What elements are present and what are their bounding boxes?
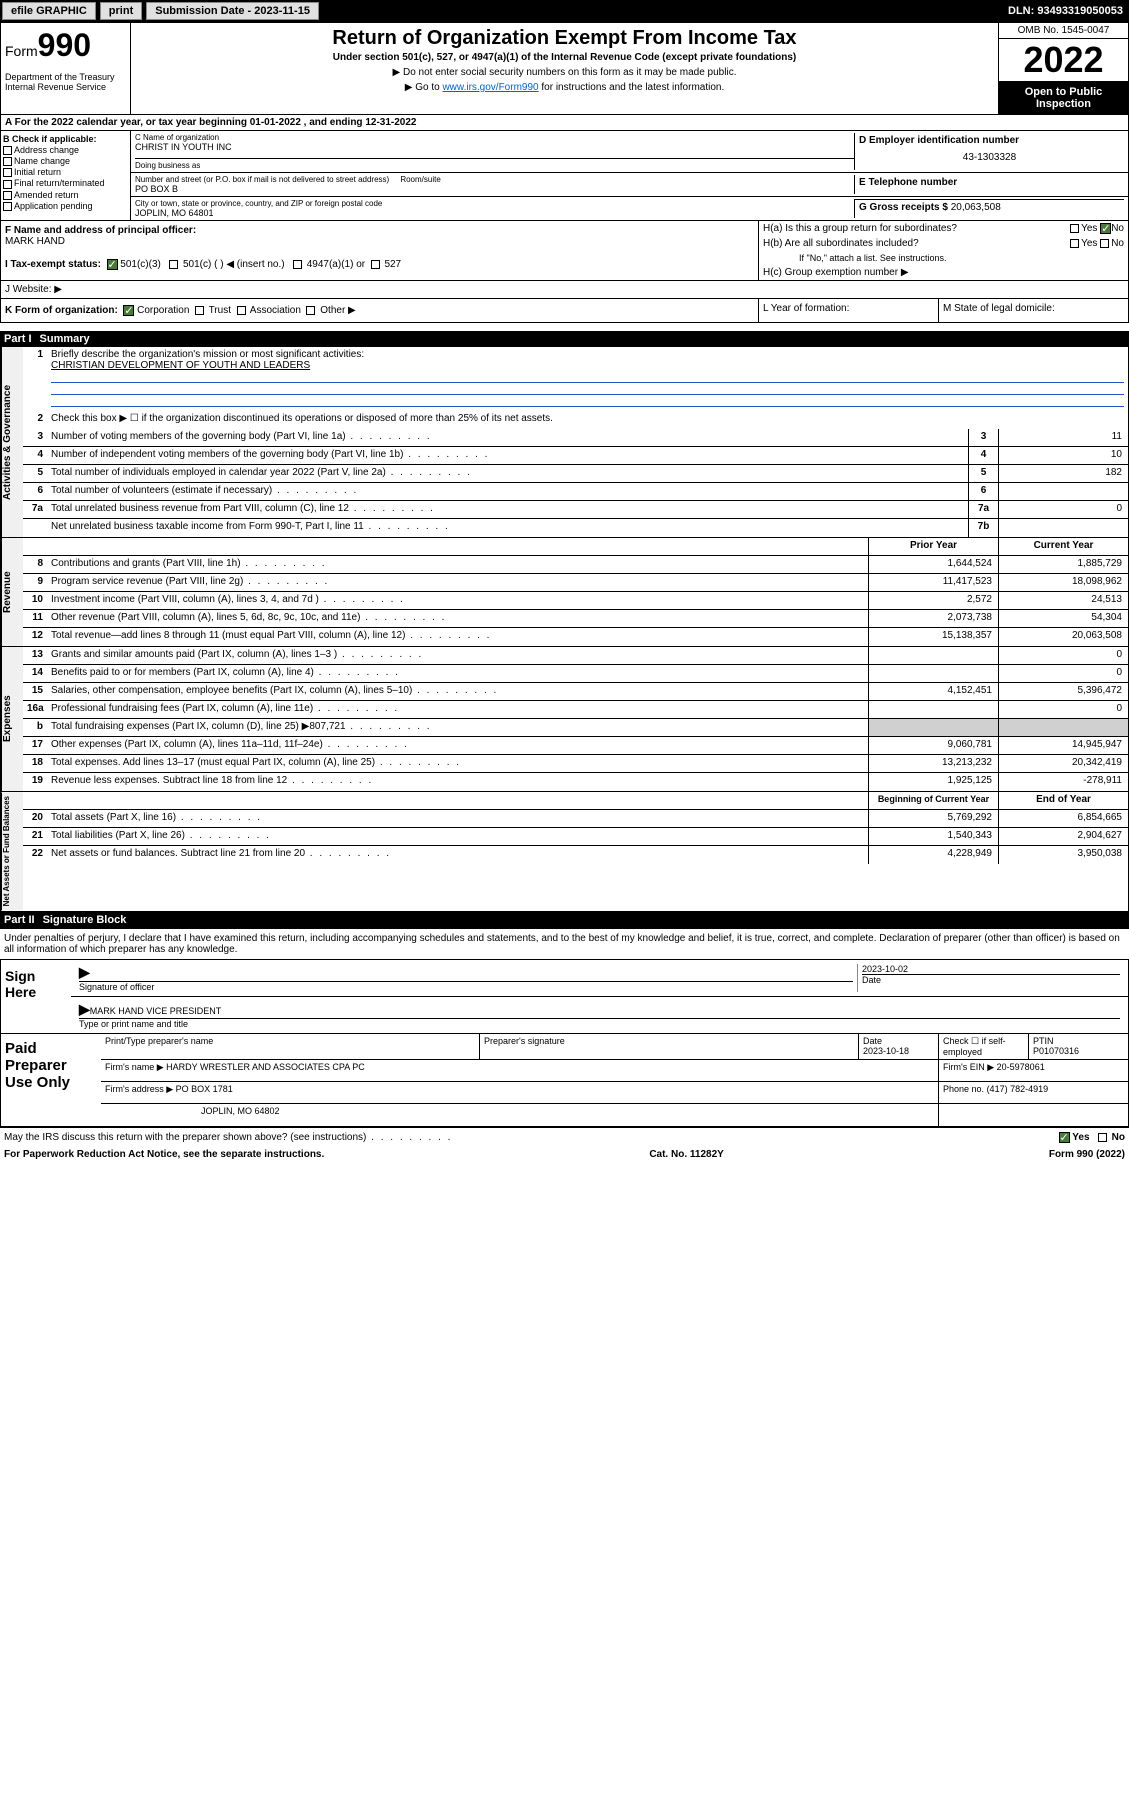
part2-header: Part IISignature Block	[0, 912, 1129, 928]
col-b-checkboxes: B Check if applicable: Address change Na…	[1, 131, 131, 220]
org-name: CHRIST IN YOUTH INC	[135, 142, 854, 152]
form-header: Form990 Department of the Treasury Inter…	[0, 22, 1129, 115]
signature-declaration: Under penalties of perjury, I declare th…	[0, 928, 1129, 959]
vtab-net-assets: Net Assets or Fund Balances	[1, 792, 23, 910]
row-k: K Form of organization: Corporation Trus…	[0, 299, 1129, 323]
table-row: 10Investment income (Part VIII, column (…	[23, 592, 1128, 610]
vtab-governance: Activities & Governance	[1, 347, 23, 537]
table-row: 14Benefits paid to or for members (Part …	[23, 665, 1128, 683]
part1-header: Part ISummary	[0, 331, 1129, 347]
table-row: 17Other expenses (Part IX, column (A), l…	[23, 737, 1128, 755]
table-row: 20Total assets (Part X, line 16)5,769,29…	[23, 810, 1128, 828]
header-right: OMB No. 1545-0047 2022 Open to Public In…	[998, 23, 1128, 114]
table-row: 19Revenue less expenses. Subtract line 1…	[23, 773, 1128, 791]
table-row: 11Other revenue (Part VIII, column (A), …	[23, 610, 1128, 628]
form-title: Return of Organization Exempt From Incom…	[135, 27, 994, 50]
check-corp-icon	[123, 305, 134, 316]
check-no-icon	[1100, 223, 1111, 234]
org-address: PO BOX B	[135, 184, 854, 194]
instructions-link-row: ▶ Go to www.irs.gov/Form990 for instruct…	[135, 82, 994, 93]
submission-date: Submission Date - 2023-11-15	[146, 2, 319, 20]
omb-number: OMB No. 1545-0047	[999, 23, 1128, 39]
table-row: 15Salaries, other compensation, employee…	[23, 683, 1128, 701]
top-bar: efile GRAPHIC print Submission Date - 20…	[0, 0, 1129, 22]
officer-name: MARK HAND VICE PRESIDENT	[90, 1006, 222, 1016]
row-j-website: J Website: ▶	[0, 281, 1129, 299]
efile-badge: efile GRAPHIC	[2, 2, 96, 20]
row-a-period: A For the 2022 calendar year, or tax yea…	[0, 115, 1129, 131]
table-row: 9Program service revenue (Part VIII, lin…	[23, 574, 1128, 592]
table-row: Net unrelated business taxable income fr…	[23, 519, 1128, 537]
dept-label: Department of the Treasury Internal Reve…	[5, 72, 126, 92]
paid-preparer-block: Paid Preparer Use Only Print/Type prepar…	[0, 1034, 1129, 1127]
table-row: 21Total liabilities (Part X, line 26)1,5…	[23, 828, 1128, 846]
col-c: C Name of organization CHRIST IN YOUTH I…	[131, 131, 1128, 220]
table-row: 3Number of voting members of the governi…	[23, 429, 1128, 447]
table-row: 22Net assets or fund balances. Subtract …	[23, 846, 1128, 864]
print-button[interactable]: print	[100, 2, 142, 20]
table-row: 13Grants and similar amounts paid (Part …	[23, 647, 1128, 665]
table-row: 18Total expenses. Add lines 13–17 (must …	[23, 755, 1128, 773]
table-row: 8Contributions and grants (Part VIII, li…	[23, 556, 1128, 574]
form-subtitle: Under section 501(c), 527, or 4947(a)(1)…	[135, 52, 994, 63]
form-title-block: Return of Organization Exempt From Incom…	[131, 23, 998, 114]
table-row: 12Total revenue—add lines 8 through 11 (…	[23, 628, 1128, 646]
tax-year: 2022	[999, 39, 1128, 82]
ssn-note: ▶ Do not enter social security numbers o…	[135, 67, 994, 78]
table-row: 5Total number of individuals employed in…	[23, 465, 1128, 483]
block-bc: B Check if applicable: Address change Na…	[0, 131, 1129, 221]
firm-name: HARDY WRESTLER AND ASSOCIATES CPA PC	[166, 1062, 365, 1072]
gross-receipts: 20,063,508	[951, 202, 1001, 213]
block-fh: F Name and address of principal officer:…	[0, 221, 1129, 281]
open-public-badge: Open to Public Inspection	[999, 82, 1128, 114]
irs-discuss-row: May the IRS discuss this return with the…	[0, 1127, 1129, 1147]
table-row: bTotal fundraising expenses (Part IX, co…	[23, 719, 1128, 737]
sign-here-block: Sign Here ▶Signature of officer 2023-10-…	[0, 959, 1129, 1034]
table-row: 4Number of independent voting members of…	[23, 447, 1128, 465]
check-yes-icon	[1059, 1132, 1070, 1143]
table-row: 6Total number of volunteers (estimate if…	[23, 483, 1128, 501]
table-row: 16aProfessional fundraising fees (Part I…	[23, 701, 1128, 719]
ein: 43-1303328	[859, 152, 1120, 163]
footer: For Paperwork Reduction Act Notice, see …	[0, 1147, 1129, 1162]
table-row: 7aTotal unrelated business revenue from …	[23, 501, 1128, 519]
section-net-assets: Net Assets or Fund Balances Beginning of…	[0, 792, 1129, 911]
check-501c3-icon	[107, 259, 118, 270]
section-expenses: Expenses 13Grants and similar amounts pa…	[0, 647, 1129, 792]
org-city: JOPLIN, MO 64801	[135, 208, 854, 218]
principal-officer: MARK HAND	[5, 236, 754, 247]
vtab-expenses: Expenses	[1, 647, 23, 791]
dln-label: DLN: 93493319050053	[1008, 5, 1127, 17]
form-id-block: Form990 Department of the Treasury Inter…	[1, 23, 131, 114]
mission-text: CHRISTIAN DEVELOPMENT OF YOUTH AND LEADE…	[51, 360, 310, 371]
vtab-revenue: Revenue	[1, 538, 23, 646]
instructions-link[interactable]: www.irs.gov/Form990	[442, 82, 538, 93]
section-governance: Activities & Governance 1 Briefly descri…	[0, 347, 1129, 538]
section-revenue: Revenue Prior YearCurrent Year 8Contribu…	[0, 538, 1129, 647]
